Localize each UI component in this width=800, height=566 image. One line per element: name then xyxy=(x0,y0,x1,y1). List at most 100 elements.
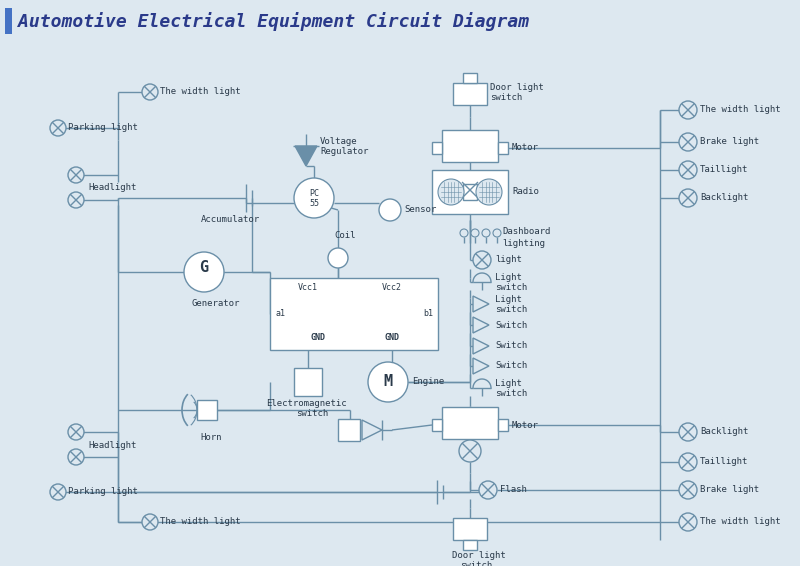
Polygon shape xyxy=(295,146,317,166)
Text: switch: switch xyxy=(460,561,492,566)
Text: Parking light: Parking light xyxy=(68,487,138,496)
Circle shape xyxy=(438,179,464,205)
Text: lighting: lighting xyxy=(502,238,545,247)
Polygon shape xyxy=(473,317,489,333)
Text: Light: Light xyxy=(495,272,522,281)
Text: Generator: Generator xyxy=(192,299,240,308)
Text: Motor: Motor xyxy=(512,421,539,430)
Text: The width light: The width light xyxy=(160,88,241,96)
Text: Switch: Switch xyxy=(495,362,527,371)
Bar xyxy=(5,8,12,34)
Text: G: G xyxy=(199,260,209,276)
Text: Parking light: Parking light xyxy=(68,123,138,132)
Bar xyxy=(338,419,360,441)
Text: Door light: Door light xyxy=(452,551,506,560)
Circle shape xyxy=(460,229,468,237)
Bar xyxy=(453,83,487,105)
Text: Vcc1: Vcc1 xyxy=(298,284,318,293)
Bar xyxy=(442,130,498,162)
Circle shape xyxy=(679,513,697,531)
Circle shape xyxy=(50,120,66,136)
Text: Vcc2: Vcc2 xyxy=(382,284,402,293)
Bar xyxy=(432,142,442,154)
Text: switch: switch xyxy=(495,282,527,291)
Circle shape xyxy=(368,362,408,402)
Text: Switch: Switch xyxy=(495,320,527,329)
Bar xyxy=(463,73,477,83)
Circle shape xyxy=(493,229,501,237)
Text: Automotive Electrical Equipment Circuit Diagram: Automotive Electrical Equipment Circuit … xyxy=(18,12,529,32)
Text: Sensor: Sensor xyxy=(404,205,436,215)
Text: Voltage: Voltage xyxy=(320,138,358,147)
Circle shape xyxy=(679,161,697,179)
Text: Light: Light xyxy=(495,294,522,303)
Polygon shape xyxy=(473,296,489,312)
Circle shape xyxy=(68,424,84,440)
Bar xyxy=(498,142,508,154)
Bar xyxy=(294,368,322,396)
Text: Regulator: Regulator xyxy=(320,148,368,157)
Circle shape xyxy=(459,179,481,201)
Circle shape xyxy=(482,229,490,237)
Text: PC: PC xyxy=(309,188,319,198)
Text: Radio: Radio xyxy=(512,187,539,196)
Text: The width light: The width light xyxy=(700,105,781,114)
Circle shape xyxy=(68,192,84,208)
Text: b1: b1 xyxy=(423,310,433,319)
Polygon shape xyxy=(473,338,489,354)
Polygon shape xyxy=(362,420,382,440)
Text: Motor: Motor xyxy=(512,144,539,152)
Circle shape xyxy=(473,251,491,269)
Circle shape xyxy=(679,189,697,207)
Text: GND: GND xyxy=(385,333,399,342)
Text: Backlight: Backlight xyxy=(700,194,748,203)
Bar xyxy=(197,400,217,420)
Text: switch: switch xyxy=(490,92,522,101)
Circle shape xyxy=(679,423,697,441)
Circle shape xyxy=(68,167,84,183)
Text: light: light xyxy=(495,255,522,264)
Bar xyxy=(463,540,477,550)
Bar xyxy=(270,278,438,350)
Text: Electromagnetic: Electromagnetic xyxy=(266,400,346,409)
Circle shape xyxy=(294,178,334,218)
Text: Horn: Horn xyxy=(200,434,222,443)
Text: Light: Light xyxy=(495,379,522,388)
Bar xyxy=(463,184,477,200)
Text: switch: switch xyxy=(495,388,527,397)
Text: 55: 55 xyxy=(309,199,319,208)
Circle shape xyxy=(184,252,224,292)
Circle shape xyxy=(476,179,502,205)
Text: Taillight: Taillight xyxy=(700,165,748,174)
Text: Dashboard: Dashboard xyxy=(502,228,550,237)
Text: Brake light: Brake light xyxy=(700,486,759,495)
Text: Accumulator: Accumulator xyxy=(201,216,260,225)
Text: GND: GND xyxy=(310,333,326,342)
Text: Switch: Switch xyxy=(495,341,527,350)
Text: Engine: Engine xyxy=(412,378,444,387)
Bar xyxy=(453,518,487,540)
Bar xyxy=(432,170,508,214)
Text: Headlight: Headlight xyxy=(88,183,136,192)
Circle shape xyxy=(679,133,697,151)
Text: Door light: Door light xyxy=(490,84,544,92)
Polygon shape xyxy=(473,358,489,374)
Circle shape xyxy=(142,84,158,100)
Circle shape xyxy=(50,484,66,500)
Circle shape xyxy=(479,481,497,499)
Circle shape xyxy=(471,229,479,237)
Circle shape xyxy=(328,248,348,268)
Text: Backlight: Backlight xyxy=(700,427,748,436)
Text: Taillight: Taillight xyxy=(700,457,748,466)
Circle shape xyxy=(679,481,697,499)
Circle shape xyxy=(68,449,84,465)
Bar xyxy=(442,407,498,439)
Text: The width light: The width light xyxy=(160,517,241,526)
Circle shape xyxy=(142,514,158,530)
Text: Flash: Flash xyxy=(500,486,527,495)
Circle shape xyxy=(679,453,697,471)
Text: The width light: The width light xyxy=(700,517,781,526)
Text: switch: switch xyxy=(296,409,328,418)
Text: Brake light: Brake light xyxy=(700,138,759,147)
Text: a1: a1 xyxy=(275,310,285,319)
